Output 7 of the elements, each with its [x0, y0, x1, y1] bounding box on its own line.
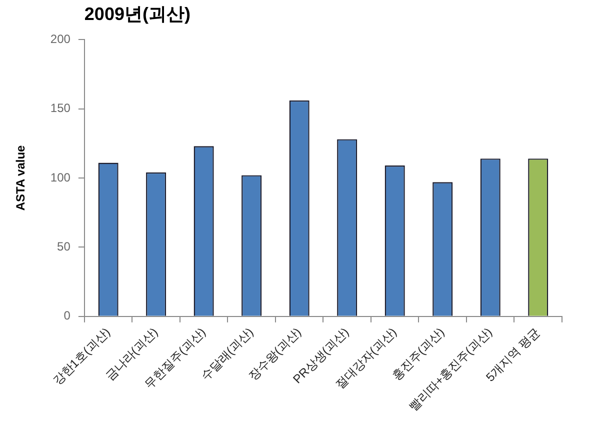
y-tick-label: 0: [64, 308, 71, 323]
y-tick-label: 50: [57, 239, 71, 254]
y-tick-label: 200: [50, 32, 71, 46]
y-tick-label: 100: [50, 170, 71, 184]
y-axis-title: ASTA value: [14, 144, 28, 211]
y-tick-label: 150: [50, 101, 71, 116]
chart-title: 2009년(괴산): [84, 4, 190, 24]
